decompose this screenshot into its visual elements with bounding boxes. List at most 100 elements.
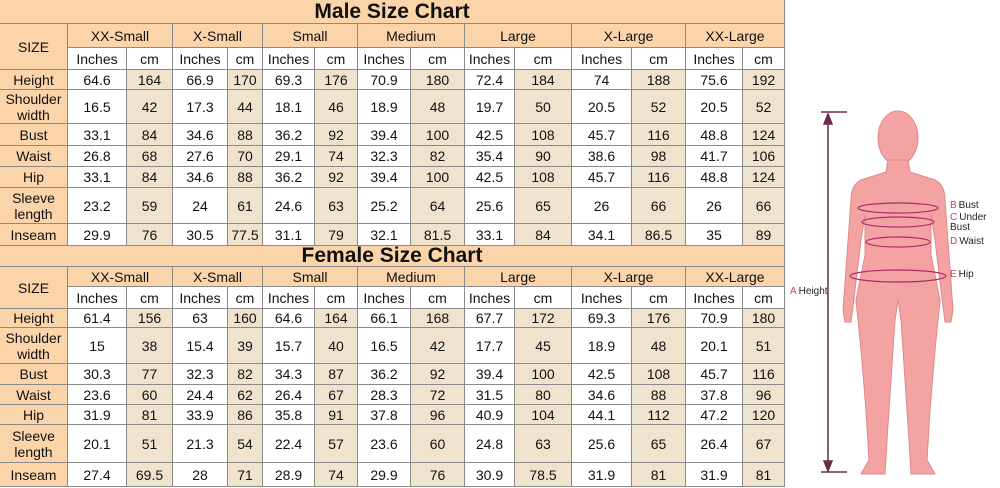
size-value: 164 [127, 70, 173, 90]
size-value: 15.7 [263, 328, 315, 364]
size-value: 48 [411, 90, 465, 124]
size-value: 82 [228, 364, 263, 385]
unit-label: Inches [572, 287, 632, 309]
size-value: 81 [127, 405, 173, 425]
unit-label: cm [515, 48, 572, 70]
size-value: 18.1 [263, 90, 315, 124]
size-value: 63 [315, 188, 358, 224]
size-value: 23.2 [68, 188, 127, 224]
size-value: 39.4 [465, 364, 515, 385]
size-value: 34.3 [263, 364, 315, 385]
size-value: 24 [173, 188, 228, 224]
size-value: 116 [743, 364, 785, 385]
size-value: 82 [411, 146, 465, 167]
size-value: 16.5 [358, 328, 411, 364]
size-value: 46 [315, 90, 358, 124]
size-value: 39.4 [358, 167, 411, 188]
size-value: 15.4 [173, 328, 228, 364]
size-value: 28 [173, 463, 228, 487]
size-value: 45.7 [572, 124, 632, 146]
size-value: 20.1 [686, 328, 743, 364]
size-value: 48 [632, 328, 686, 364]
size-value: 86.5 [632, 224, 686, 246]
size-value: 79 [315, 224, 358, 246]
size-value: 38 [127, 328, 173, 364]
size-value: 33.1 [68, 167, 127, 188]
size-name: X-Small [173, 267, 263, 287]
size-name: XX-Large [686, 24, 785, 48]
size-value: 67.7 [465, 309, 515, 328]
unit-label: Inches [465, 287, 515, 309]
size-value: 108 [515, 167, 572, 188]
size-value: 81.5 [411, 224, 465, 246]
size-value: 50 [515, 90, 572, 124]
measure-letter: A [790, 286, 797, 297]
measure-label: D Waist [950, 237, 1000, 247]
size-name: Medium [358, 267, 465, 287]
size-value: 31.5 [465, 385, 515, 405]
size-value: 33.1 [465, 224, 515, 246]
size-value: 91 [315, 405, 358, 425]
size-value: 26.4 [686, 425, 743, 463]
row-label: Waist [0, 146, 68, 167]
size-value: 84 [127, 124, 173, 146]
size-value: 26 [572, 188, 632, 224]
measure-letter: B [950, 200, 957, 211]
unit-label: Inches [263, 287, 315, 309]
size-value: 70.9 [358, 70, 411, 90]
size-value: 30.3 [68, 364, 127, 385]
size-value: 64.6 [263, 309, 315, 328]
size-value: 77.5 [228, 224, 263, 246]
size-value: 31.9 [68, 405, 127, 425]
row-label: Waist [0, 385, 68, 405]
size-value: 47.2 [686, 405, 743, 425]
row-label: Inseam [0, 463, 68, 487]
size-value: 42 [127, 90, 173, 124]
measure-label: C Under Bust [950, 212, 986, 233]
size-value: 108 [632, 364, 686, 385]
size-value: 92 [411, 364, 465, 385]
unit-label: cm [515, 287, 572, 309]
size-value: 72 [411, 385, 465, 405]
unit-label: Inches [358, 287, 411, 309]
unit-label: cm [632, 287, 686, 309]
size-value: 25.6 [572, 425, 632, 463]
row-label: Sleeve length [0, 188, 68, 224]
size-name: XX-Large [686, 267, 785, 287]
size-value: 100 [411, 167, 465, 188]
size-value: 38.6 [572, 146, 632, 167]
size-value: 30.5 [173, 224, 228, 246]
size-value: 120 [743, 405, 785, 425]
size-value: 64.6 [68, 70, 127, 90]
size-value: 104 [515, 405, 572, 425]
size-value: 37.8 [686, 385, 743, 405]
size-value: 63 [515, 425, 572, 463]
size-value: 66 [632, 188, 686, 224]
size-value: 29.9 [68, 224, 127, 246]
unit-label: cm [632, 48, 686, 70]
size-value: 21.3 [173, 425, 228, 463]
size-value: 81 [743, 463, 785, 487]
unit-label: Inches [68, 48, 127, 70]
size-value: 57 [315, 425, 358, 463]
size-value: 29.9 [358, 463, 411, 487]
measure-letter: C [950, 212, 958, 223]
size-value: 32.1 [358, 224, 411, 246]
size-value: 39 [228, 328, 263, 364]
size-value: 106 [743, 146, 785, 167]
size-value: 33.1 [68, 124, 127, 146]
size-value: 75.6 [686, 70, 743, 90]
unit-label: cm [228, 287, 263, 309]
size-value: 45.7 [686, 364, 743, 385]
size-value: 45 [515, 328, 572, 364]
size-value: 88 [228, 167, 263, 188]
size-value: 62 [228, 385, 263, 405]
unit-label: Inches [173, 287, 228, 309]
size-value: 59 [127, 188, 173, 224]
size-value: 176 [315, 70, 358, 90]
size-value: 100 [515, 364, 572, 385]
size-name: Small [263, 267, 358, 287]
size-value: 28.3 [358, 385, 411, 405]
unit-label: cm [315, 48, 358, 70]
size-value: 31.1 [263, 224, 315, 246]
